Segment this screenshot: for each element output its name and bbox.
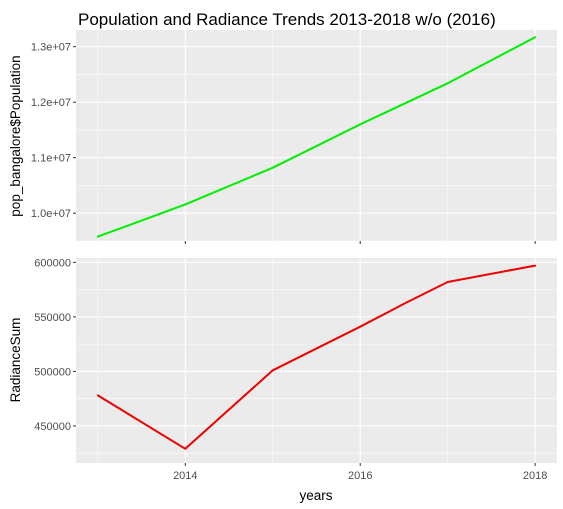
population-y-tick-label: 1.3e+07 [31,42,71,54]
population-panel-grid [76,30,557,242]
radiance-y-axis-label: RadianceSum [8,318,23,403]
radiance-y-tick-label: 600000 [34,257,71,269]
population-series [96,36,537,238]
x-axis-label: years [299,488,332,503]
radiance-panel-background [76,258,557,463]
x-tick-label: 2016 [348,470,372,482]
radiance-y-tick-label: 500000 [34,366,71,378]
population-y-axis-label: pop_bangalore$Population [8,55,23,216]
radiance-panel-grid [76,258,557,463]
x-tick-label: 2018 [523,470,547,482]
radiance-y-tick-label: 450000 [34,421,71,433]
population-y-tick-label: 1.0e+07 [31,208,71,220]
population-y-tick-label: 1.2e+07 [31,97,71,109]
radiance-panel: 450000 500000 550000 600000 RadianceSum [8,257,557,466]
radiance-series-line [96,264,537,450]
population-panel: 1.0e+07 1.1e+07 1.2e+07 1.3e+07 pop_bangalo… [8,30,557,244]
population-series-line [96,36,537,238]
population-panel-background [76,30,557,241]
radiance-series [96,264,537,450]
population-y-ticks: 1.0e+07 1.1e+07 1.2e+07 1.3e+07 [31,42,536,244]
population-y-tick-label: 1.1e+07 [31,153,71,165]
radiance-y-ticks: 450000 500000 550000 600000 [34,257,536,466]
chart-title: Population and Radiance Trends 2013-2018… [78,10,496,29]
radiance-y-tick-label: 550000 [34,312,71,324]
x-axis-ticks: 2014 2016 2018 [173,470,547,482]
x-tick-label: 2014 [173,470,197,482]
